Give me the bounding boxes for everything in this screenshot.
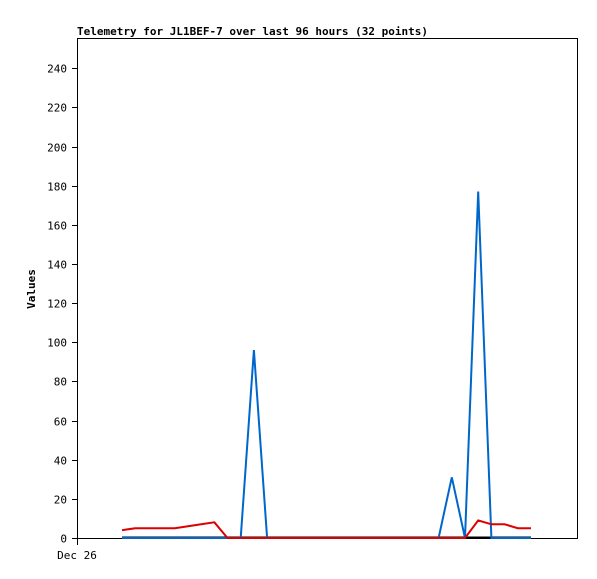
y-tick-label: 220 [47,102,67,115]
y-tick-label: 180 [47,181,67,194]
y-tick-label: 120 [47,298,67,311]
y-tick-label: 0 [60,533,67,546]
y-tick-label: 60 [54,416,67,429]
y-tick-label: 80 [54,376,67,389]
chart-title: Telemetry for JL1BEF-7 over last 96 hour… [77,25,428,38]
x-ticks: Dec 26 [57,539,97,562]
series-group [121,191,531,539]
series-line-1 [122,191,531,539]
y-tick-label: 160 [47,220,67,233]
y-tick-label: 40 [54,455,67,468]
y-tick-label: 200 [47,142,67,155]
series-line-2 [121,519,531,539]
plot-frame [77,38,578,539]
y-tick-label: 100 [47,337,67,350]
y-tick-label: 240 [47,63,67,76]
y-tick-label: 20 [54,494,67,507]
y-axis-label: Values [25,269,38,309]
y-tick-label: 140 [47,259,67,272]
x-tick-label: Dec 26 [57,549,97,562]
y-ticks: 0 20 40 60 80 100 120 140 160 180 200 220 240 [47,63,77,546]
